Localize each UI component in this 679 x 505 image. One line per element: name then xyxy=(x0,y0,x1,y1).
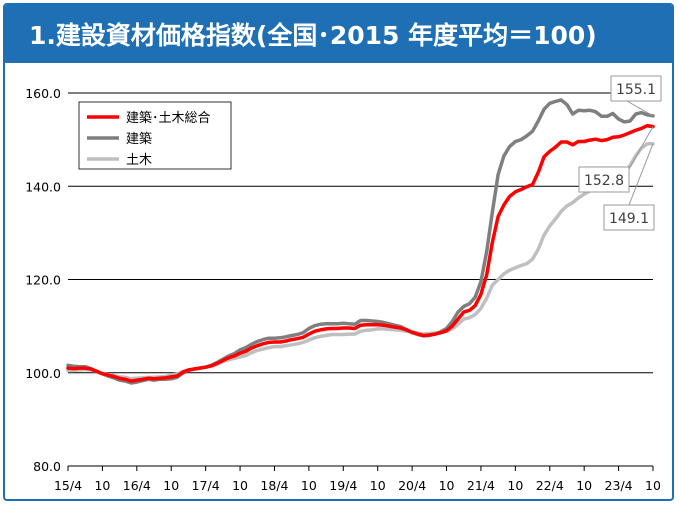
legend-label: 土木 xyxy=(126,153,152,168)
x-tick-label: 10 xyxy=(507,478,523,493)
legend-label: 建築 xyxy=(126,132,152,147)
series-line xyxy=(66,123,655,383)
y-tick-label: 160.0 xyxy=(25,86,61,101)
y-tick-label: 140.0 xyxy=(25,179,61,194)
x-tick-label: 21/4 xyxy=(467,478,495,493)
x-tick-label: 10 xyxy=(232,478,248,493)
legend-label: 建築･土木総合 xyxy=(126,111,211,126)
x-tick-label: 20/4 xyxy=(398,478,426,493)
x-tick-label: 23/4 xyxy=(605,478,633,493)
callout-leader xyxy=(626,100,654,117)
callout-box xyxy=(578,166,630,193)
y-tick-label: 100.0 xyxy=(25,366,61,381)
x-tick-label: 10 xyxy=(163,478,179,493)
callout-leader xyxy=(628,143,654,206)
x-tick-label: 19/4 xyxy=(329,478,357,493)
x-tick-label: 15/4 xyxy=(54,478,82,493)
y-tick-label: 80.0 xyxy=(33,459,61,474)
line-chart: 80.0 100.0 120.0 140.0 160.0 15/4 10 16/4 10 17/4… xyxy=(25,75,662,493)
callout-label: 152.8 xyxy=(584,173,624,189)
chart-frame: 1.建設資材価格指数(全国･2015 年度平均＝100) 80.0 100.0 12… xyxy=(3,3,674,501)
callout-leader xyxy=(628,126,654,170)
callout-label: 149.1 xyxy=(609,211,649,227)
x-tick-label: 10 xyxy=(301,478,317,493)
x-tick-label: 10 xyxy=(439,478,455,493)
chart-title: 1.建設資材価格指数(全国･2015 年度平均＝100) xyxy=(29,21,597,50)
series-line xyxy=(66,142,655,381)
y-tick-label: 120.0 xyxy=(25,273,61,288)
x-tick-label: 18/4 xyxy=(260,478,288,493)
x-tick-label: 22/4 xyxy=(536,478,564,493)
callout-box xyxy=(610,75,662,102)
title-bar: 1.建設資材価格指数(全国･2015 年度平均＝100) xyxy=(5,5,672,63)
x-tick-label: 10 xyxy=(645,478,661,493)
callout-label: 155.1 xyxy=(616,82,656,98)
x-tick-label: 10 xyxy=(94,478,110,493)
callout-box xyxy=(603,204,655,231)
x-tick-label: 10 xyxy=(576,478,592,493)
x-tick-label: 16/4 xyxy=(123,478,151,493)
x-tick-label: 17/4 xyxy=(192,478,220,493)
x-tick-label: 10 xyxy=(370,478,386,493)
